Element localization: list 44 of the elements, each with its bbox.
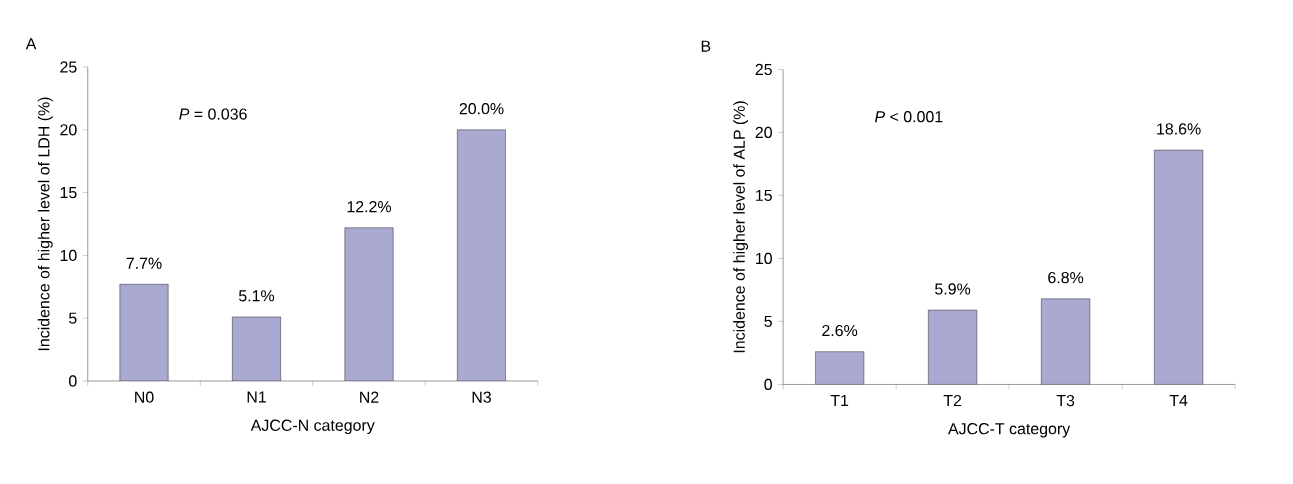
bar (457, 129, 506, 381)
x-tick-label: T4 (1169, 394, 1188, 406)
bar (119, 284, 169, 381)
y-tick-label: 25 (755, 63, 772, 76)
bar (928, 310, 977, 385)
y-tick-label: 5 (69, 312, 77, 324)
y-tick-label: 20 (755, 126, 772, 139)
x-tick-label: N2 (360, 391, 379, 403)
x-tick-label: T2 (943, 394, 962, 407)
y-tick-label: 20 (60, 124, 77, 136)
data-label: 5.9% (935, 283, 971, 295)
y-tick-label: 25 (60, 61, 77, 73)
y-tick-label: 10 (60, 249, 77, 262)
x-tick-label: N3 (472, 391, 491, 403)
data-label: 7.7% (126, 257, 162, 269)
x-tick-label: N1 (247, 391, 266, 403)
y-axis-title: Incidence of higher level of ALP (%) (733, 101, 749, 353)
data-label: 20.0% (459, 103, 504, 115)
data-label: 12.2% (347, 201, 392, 213)
annotation: P < 0.001 (874, 111, 943, 123)
x-tick-label: T3 (1056, 394, 1075, 407)
chart-title: A (25, 38, 37, 50)
x-tick-label: N0 (135, 391, 154, 403)
y-tick-label: 15 (756, 189, 772, 202)
data-label: 18.6% (1157, 123, 1201, 135)
bar (815, 351, 864, 385)
y-tick-label: 10 (756, 252, 772, 265)
x-tick-label: T1 (830, 394, 849, 406)
bar (232, 316, 281, 381)
chart-title: B (701, 40, 711, 52)
y-axis-title: Incidence of higher level of LDH (%) (37, 97, 53, 351)
y-tick-label: 0 (764, 378, 772, 391)
y-tick-label: 0 (69, 375, 77, 387)
bar (1154, 149, 1204, 385)
y-tick-label: 5 (764, 315, 772, 328)
bar (344, 227, 394, 381)
y-tick-label: 15 (60, 187, 77, 199)
data-label: 2.6% (822, 324, 858, 337)
data-label: 6.8% (1048, 271, 1084, 284)
x-axis-title: AJCC-N category (250, 419, 375, 435)
data-label: 5.1% (238, 290, 275, 302)
bar (1041, 298, 1090, 385)
annotation: P = 0.036 (179, 108, 247, 120)
x-axis-title: AJCC-T category (948, 423, 1071, 438)
